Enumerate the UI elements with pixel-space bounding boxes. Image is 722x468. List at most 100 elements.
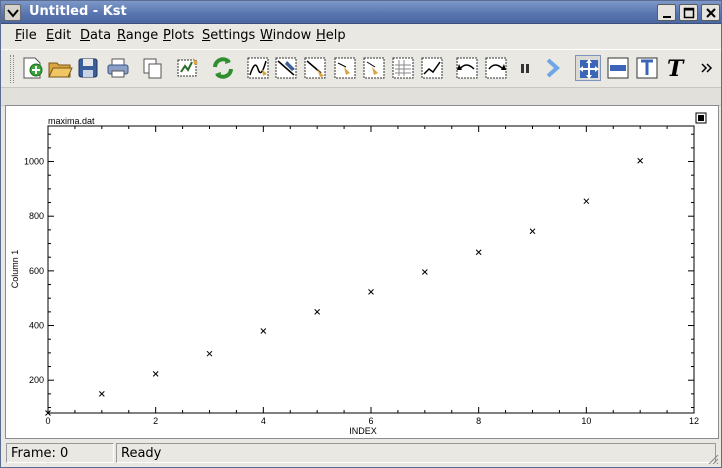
data-point [529, 228, 536, 235]
copy-button[interactable] [140, 55, 166, 81]
data-point [421, 269, 428, 275]
data-point [368, 289, 374, 295]
data-point [583, 198, 590, 205]
data-wizard-button[interactable] [175, 55, 201, 81]
menu-file[interactable]: File [15, 28, 37, 43]
menu-window-mnemonic: W [260, 28, 273, 43]
layout-mode-button[interactable] [575, 55, 601, 81]
save-icon [78, 58, 98, 78]
svg-text:T: T [667, 56, 685, 81]
maximize-button[interactable] [679, 4, 698, 21]
resize-grip-icon[interactable] [707, 453, 719, 465]
menu-settings-label: ettings [210, 28, 256, 43]
menu-settings[interactable]: Settings [202, 28, 255, 43]
edit-histogram-button[interactable] [332, 55, 358, 81]
text-mode-button[interactable] [634, 55, 660, 81]
y-tick-label: 400 [29, 321, 44, 331]
copy-icon [143, 58, 162, 79]
data-point [314, 309, 321, 315]
edit-curve-icon [275, 57, 297, 79]
data-wizard-icon [177, 58, 198, 77]
plot-window[interactable]: maxima.dat 0 2 4 6 8 10 12 200 400 600 800 1000 IND… [5, 105, 719, 439]
more-tools-button[interactable] [695, 55, 721, 81]
menu-plots[interactable]: Plots [163, 28, 194, 43]
data-point [637, 157, 644, 164]
menu-help-mnemonic: H [316, 28, 326, 43]
label-mode-button[interactable]: T [663, 55, 689, 82]
y-tick-label: 200 [29, 375, 44, 385]
forward-button[interactable] [483, 55, 509, 81]
secondary-toolbar-area [1, 87, 721, 106]
save-button[interactable] [75, 55, 101, 81]
toolbar-grip[interactable] [10, 55, 14, 83]
plot-maximize-icon[interactable] [695, 112, 707, 124]
x-tick-label: 6 [368, 416, 373, 426]
edit-plugin-button[interactable] [419, 55, 445, 81]
edit-spectrum-icon [363, 57, 385, 79]
x-tick-label: 10 [581, 416, 591, 426]
layout-mode-icon [579, 59, 599, 79]
pause-button[interactable] [512, 55, 538, 81]
y-axis-label: Column 1 [10, 250, 20, 289]
back-button[interactable] [454, 55, 480, 81]
plot-title: maxima.dat [48, 116, 95, 126]
chevron-down-icon [7, 9, 19, 18]
menu-range[interactable]: Range [117, 28, 158, 43]
x-tick-label: 12 [689, 416, 699, 426]
menu-edit-label: dit [54, 28, 72, 43]
next-arrow-icon [546, 58, 561, 78]
plot-wizard-button[interactable] [245, 55, 271, 81]
edit-image-button[interactable] [390, 55, 416, 81]
menu-data[interactable]: Data [80, 28, 111, 43]
maximize-icon [683, 7, 695, 19]
minimize-button[interactable] [657, 4, 676, 21]
new-icon [23, 57, 43, 79]
zoom-mode-button[interactable] [605, 55, 631, 81]
print-button[interactable] [105, 55, 131, 81]
title-bar[interactable]: Untitled - Kst [1, 1, 721, 24]
next-button[interactable] [540, 55, 566, 81]
close-button[interactable] [701, 4, 720, 21]
plot-canvas[interactable]: maxima.dat 0 2 4 6 8 10 12 200 400 600 800 1000 IND… [6, 106, 720, 440]
window-title: Untitled - Kst [29, 4, 127, 19]
x-tick-label: 2 [153, 416, 158, 426]
data-point [260, 328, 267, 334]
edit-equation-button[interactable] [302, 55, 328, 81]
menu-window[interactable]: Window [260, 28, 311, 43]
status-bar: Frame: 0 Ready [1, 441, 721, 467]
data-point [475, 249, 482, 256]
axis-ticks [47, 126, 695, 413]
text-mode-icon [636, 57, 658, 79]
menu-window-label: indow [272, 28, 312, 43]
menu-settings-mnemonic: S [202, 28, 211, 43]
minimize-icon [663, 16, 671, 18]
edit-histogram-icon [334, 57, 356, 79]
menu-file-mnemonic: F [15, 28, 22, 43]
menu-edit-mnemonic: E [46, 28, 55, 43]
menu-range-label: ange [125, 28, 159, 43]
label-mode-icon: T [667, 56, 685, 82]
more-icon [701, 63, 713, 73]
edit-plugin-icon [421, 57, 443, 79]
window-menu-button[interactable] [4, 4, 21, 21]
menu-help[interactable]: Help [316, 28, 346, 43]
menu-edit[interactable]: Edit [46, 28, 71, 43]
y-tick-label: 1000 [24, 157, 44, 167]
open-icon [48, 62, 73, 78]
plot-wizard-icon [247, 57, 269, 79]
zoom-mode-icon [607, 57, 629, 79]
reload-button[interactable] [210, 55, 236, 81]
menu-bar: File Edit Data Range Plots Settings Wind… [1, 24, 721, 48]
new-button[interactable] [19, 55, 45, 81]
edit-curve-button[interactable] [273, 55, 299, 81]
data-point [152, 371, 159, 377]
edit-spectrum-button[interactable] [361, 55, 387, 81]
axis-tick-labels: 0 2 4 6 8 10 12 200 400 600 800 1000 [24, 157, 699, 426]
print-icon [107, 58, 129, 78]
x-tick-label: 4 [261, 416, 266, 426]
open-button[interactable] [47, 55, 73, 81]
y-tick-label: 600 [29, 266, 44, 276]
menu-plots-mnemonic: P [163, 28, 171, 43]
back-icon [456, 57, 478, 79]
